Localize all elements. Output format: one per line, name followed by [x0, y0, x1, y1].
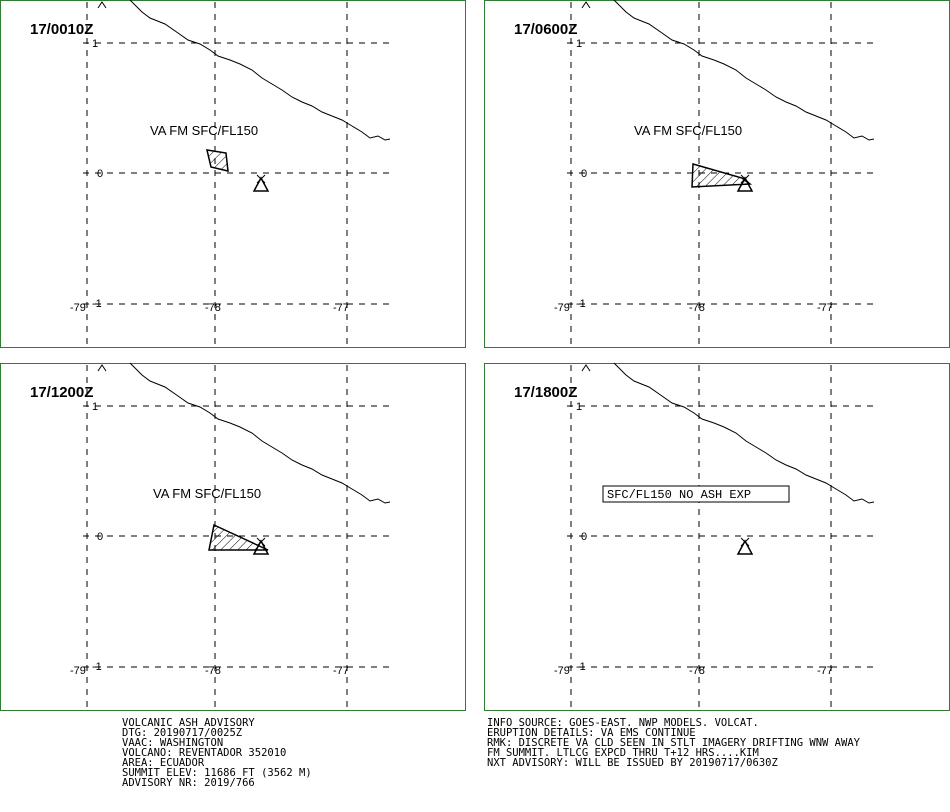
lat-label: 0: [581, 168, 587, 180]
coast-mark: [97, 1, 107, 9]
lon-label: -78: [689, 302, 705, 314]
lon-label: -77: [333, 665, 349, 677]
ash-area: [691, 163, 753, 188]
lat-label: -1: [92, 298, 102, 310]
volcano-top: [256, 174, 266, 184]
lon-label: -77: [817, 302, 833, 314]
lon-label: -79: [554, 665, 570, 677]
advisory-line: INFO SOURCE: GOES-EAST. NWP MODELS. VOLC…: [487, 717, 759, 729]
lat-label: 1: [92, 38, 98, 50]
coastline: [129, 362, 391, 504]
lat-label: -1: [576, 298, 586, 310]
time-label: 17/0600Z: [514, 21, 577, 38]
advisory-line: NXT ADVISORY: WILL BE ISSUED BY 20190717…: [487, 757, 778, 769]
lat-label: 1: [576, 38, 582, 50]
lon-label: -79: [70, 302, 86, 314]
volcano-top: [740, 537, 750, 547]
lat-label: 1: [92, 401, 98, 413]
panel-frame: [0, 0, 466, 348]
advisory-line: VOLCANIC ASH ADVISORY: [122, 717, 255, 729]
advisory-line: DTG: 20190717/0025Z: [122, 727, 242, 739]
annotation-box: [602, 485, 790, 503]
coastline: [613, 0, 875, 141]
lat-label: 0: [581, 531, 587, 543]
ash-annotation: VA FM SFC/FL150: [634, 123, 742, 138]
lon-label: -79: [554, 302, 570, 314]
ash-area: [208, 523, 269, 551]
coast-mark: [581, 364, 591, 372]
advisory-line: FM SUMMIT. LTLCG EXPCD THRU T+12 HRS....…: [487, 747, 759, 759]
volcano: [252, 176, 270, 192]
lon-label: -77: [817, 665, 833, 677]
ash-area: [206, 149, 229, 172]
time-label: 17/1200Z: [30, 384, 93, 401]
time-label: 17/1800Z: [514, 384, 577, 401]
advisory-line: VAAC: WASHINGTON: [122, 737, 223, 749]
advisory-line: AREA: ECUADOR: [122, 757, 205, 769]
coastline: [129, 0, 391, 141]
coastline: [613, 362, 875, 504]
ash-annotation: SFC/FL150 NO ASH EXP: [607, 488, 751, 502]
advisory-line: RMK: DISCRETE VA CLD SEEN IN STLT IMAGER…: [487, 737, 861, 749]
lat-label: 1: [576, 401, 582, 413]
lat-label: -1: [92, 661, 102, 673]
lat-label: -1: [576, 661, 586, 673]
lon-label: -79: [70, 665, 86, 677]
volcano: [736, 539, 754, 555]
volcano-top: [256, 537, 266, 547]
lat-label: 0: [97, 168, 103, 180]
lat-label: 0: [97, 531, 103, 543]
panel-frame: [0, 363, 466, 711]
lon-label: -77: [333, 302, 349, 314]
coast-mark: [581, 1, 591, 9]
ash-annotation: VA FM SFC/FL150: [150, 123, 258, 138]
panel-frame: [484, 363, 950, 711]
time-label: 17/0010Z: [30, 21, 93, 38]
advisory-line: VOLCANO: REVENTADOR 352010: [122, 747, 286, 759]
ash-annotation: VA FM SFC/FL150: [153, 486, 261, 501]
lon-label: -78: [689, 665, 705, 677]
advisory-line: ADVISORY NR: 2019/766: [122, 777, 255, 789]
coast-mark: [97, 364, 107, 372]
lon-label: -78: [205, 302, 221, 314]
advisory-line: SUMMIT ELEV: 11686 FT (3562 M): [122, 767, 312, 779]
advisory-line: ERUPTION DETAILS: VA EMS CONTINUE: [487, 727, 696, 739]
lon-label: -78: [205, 665, 221, 677]
